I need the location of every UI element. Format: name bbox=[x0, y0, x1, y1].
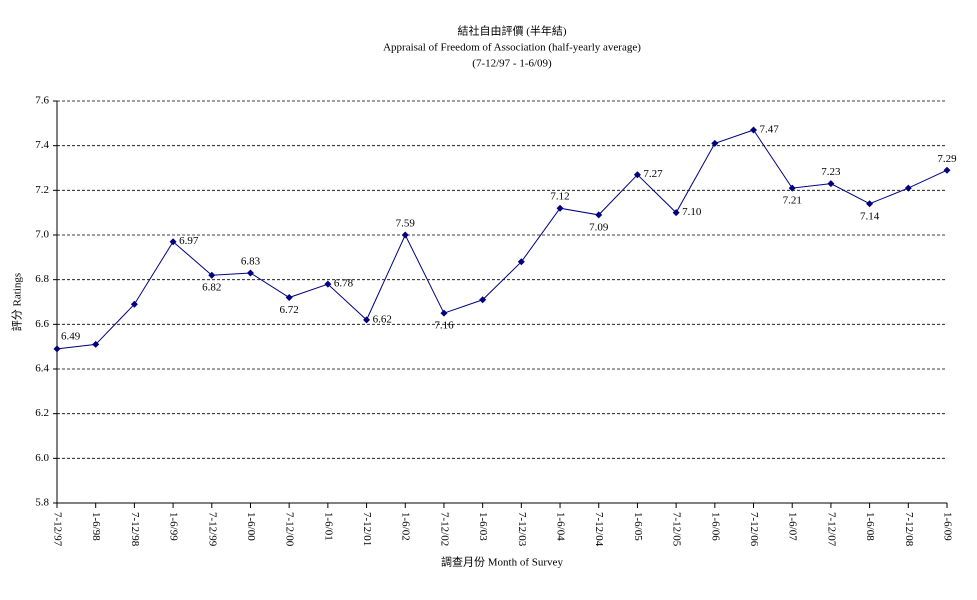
data-label: 6.62 bbox=[373, 313, 392, 325]
y-axis-label: 評分 Ratings bbox=[10, 273, 24, 331]
x-tick-label: 7-12/03 bbox=[516, 512, 528, 547]
data-label: 7.09 bbox=[589, 221, 609, 233]
data-point bbox=[401, 231, 409, 239]
data-point bbox=[324, 280, 332, 288]
y-tick-label: 6.0 bbox=[35, 452, 49, 464]
x-tick-label: 1-6/02 bbox=[400, 512, 412, 541]
y-tick-label: 7.2 bbox=[35, 184, 49, 196]
data-point bbox=[943, 166, 951, 174]
data-point bbox=[53, 345, 61, 353]
data-point bbox=[672, 209, 680, 217]
x-tick-label: 7-12/04 bbox=[593, 512, 605, 547]
data-point bbox=[169, 238, 177, 246]
y-tick-label: 7.6 bbox=[35, 95, 49, 107]
x-tick-label: 1-6/01 bbox=[322, 512, 334, 541]
data-point bbox=[904, 184, 912, 192]
data-label: 7.14 bbox=[860, 210, 880, 222]
data-label: 6.49 bbox=[61, 330, 81, 342]
x-tick-label: 1-6/00 bbox=[245, 512, 257, 541]
data-label: 7.16 bbox=[434, 320, 454, 332]
y-tick-label: 7.0 bbox=[35, 229, 49, 241]
data-label: 7.29 bbox=[937, 153, 957, 165]
x-tick-label: 1-6/07 bbox=[787, 512, 799, 541]
x-tick-label: 7-12/02 bbox=[438, 512, 450, 546]
x-tick-label: 1-6/06 bbox=[709, 512, 721, 541]
x-tick-label: 7-12/06 bbox=[748, 512, 760, 547]
data-point bbox=[788, 184, 796, 192]
data-point bbox=[711, 139, 719, 147]
data-point bbox=[750, 126, 758, 134]
y-tick-label: 6.8 bbox=[35, 273, 49, 285]
data-point bbox=[285, 294, 293, 302]
x-tick-label: 7-12/01 bbox=[361, 512, 373, 546]
y-tick-label: 6.4 bbox=[35, 363, 49, 375]
data-point bbox=[208, 271, 216, 279]
data-point bbox=[130, 300, 138, 308]
x-tick-label: 1-6/99 bbox=[168, 512, 180, 541]
data-label: 7.59 bbox=[396, 218, 416, 230]
data-point bbox=[866, 200, 874, 208]
data-label: 6.97 bbox=[179, 235, 199, 247]
data-point bbox=[479, 296, 487, 304]
data-point bbox=[246, 269, 254, 277]
data-label: 7.27 bbox=[643, 168, 663, 180]
data-point bbox=[827, 180, 835, 188]
x-tick-label: 7-12/08 bbox=[903, 512, 915, 547]
y-tick-label: 6.6 bbox=[35, 318, 49, 330]
data-point bbox=[363, 316, 371, 324]
x-tick-label: 7-12/07 bbox=[825, 512, 837, 547]
x-tick-label: 7-12/97 bbox=[51, 512, 63, 547]
series-line bbox=[56, 129, 948, 350]
data-label: 7.21 bbox=[783, 195, 802, 207]
data-point bbox=[633, 171, 641, 179]
data-point bbox=[92, 340, 100, 348]
data-label: 6.82 bbox=[202, 282, 221, 294]
data-point bbox=[517, 258, 525, 266]
y-tick-label: 7.4 bbox=[35, 139, 49, 151]
data-point bbox=[556, 204, 564, 212]
data-label: 7.12 bbox=[550, 191, 569, 203]
x-tick-label: 7-12/98 bbox=[129, 512, 141, 547]
chart-subtitle: Appraisal of Freedom of Association (hal… bbox=[383, 42, 641, 54]
x-tick-label: 7-12/99 bbox=[206, 512, 218, 547]
x-tick-label: 7-12/00 bbox=[284, 512, 296, 547]
chart-period: (7-12/97 - 1-6/09) bbox=[472, 58, 552, 70]
y-tick-label: 6.2 bbox=[35, 407, 49, 419]
data-label: 6.78 bbox=[334, 278, 354, 290]
data-label: 7.23 bbox=[821, 166, 841, 178]
data-label: 6.72 bbox=[280, 304, 299, 316]
x-axis-label: 調查月份 Month of Survey bbox=[441, 555, 563, 569]
x-tick-label: 1-6/04 bbox=[555, 512, 567, 541]
data-label: 7.10 bbox=[682, 206, 702, 218]
data-point bbox=[440, 309, 448, 317]
data-label: 6.83 bbox=[241, 255, 261, 267]
y-tick-label: 5.8 bbox=[35, 497, 49, 509]
x-tick-label: 1-6/05 bbox=[632, 512, 644, 541]
data-point bbox=[595, 211, 603, 219]
x-tick-label: 1-6/98 bbox=[90, 512, 102, 541]
chart-title: 結社自由評價 (半年結) bbox=[457, 24, 566, 38]
data-label: 7.47 bbox=[760, 124, 780, 136]
x-tick-label: 1-6/03 bbox=[477, 512, 489, 541]
x-tick-label: 1-6/09 bbox=[941, 512, 953, 541]
x-tick-label: 1-6/08 bbox=[864, 512, 876, 541]
x-tick-label: 7-12/05 bbox=[671, 512, 683, 547]
